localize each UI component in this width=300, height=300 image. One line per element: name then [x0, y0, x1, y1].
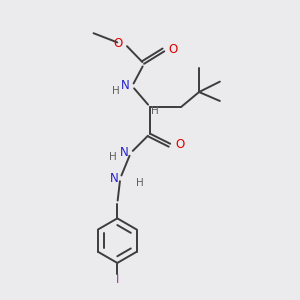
Text: H: H [109, 152, 117, 162]
Text: H: H [112, 86, 120, 96]
Text: N: N [110, 172, 118, 185]
Text: H: H [136, 178, 144, 188]
Text: N: N [121, 79, 130, 92]
Text: O: O [175, 138, 184, 151]
Text: O: O [168, 43, 178, 56]
Text: N: N [120, 146, 129, 160]
Text: I: I [116, 273, 119, 286]
Text: O: O [113, 37, 123, 50]
Text: H: H [152, 106, 159, 116]
